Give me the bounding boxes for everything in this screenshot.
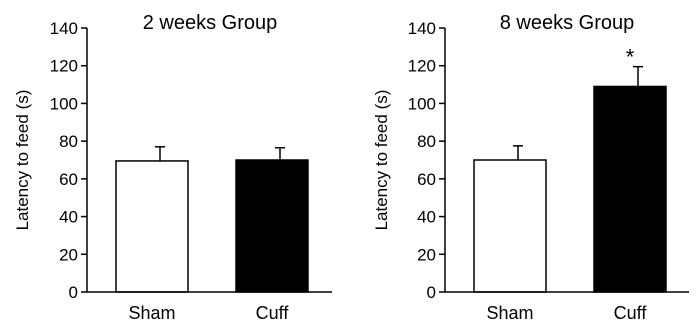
bars-group: * xyxy=(473,45,667,293)
y-tick-label: 80 xyxy=(59,132,78,151)
y-tick-label: 20 xyxy=(417,245,436,264)
bars-group xyxy=(115,146,309,293)
x-category-label: Sham xyxy=(128,303,175,323)
x-category-label: Sham xyxy=(486,303,533,323)
bar-sham xyxy=(115,160,189,293)
y-tick-label: 100 xyxy=(50,94,78,113)
bar-cuff xyxy=(593,85,667,293)
bar-cuff xyxy=(235,159,309,293)
y-tick-label: 100 xyxy=(408,94,436,113)
y-tick-label: 140 xyxy=(408,19,436,38)
y-tick-label: 60 xyxy=(417,170,436,189)
y-axis-ticks: 0 20 40 60 80 100 120 140 xyxy=(50,19,87,302)
y-tick-label: 0 xyxy=(427,283,436,302)
y-axis-ticks: 0 20 40 60 80 100 120 140 xyxy=(408,19,445,302)
y-tick-label: 80 xyxy=(417,132,436,151)
y-tick-label: 140 xyxy=(50,19,78,38)
y-tick-label: 120 xyxy=(50,57,78,76)
chart-title: 2 weeks Group xyxy=(143,12,278,34)
x-axis-categories: Sham Cuff xyxy=(486,303,647,323)
significance-marker: * xyxy=(626,45,635,70)
y-tick-label: 60 xyxy=(59,170,78,189)
y-tick-label: 40 xyxy=(417,208,436,227)
y-tick-label: 120 xyxy=(408,57,436,76)
x-category-label: Cuff xyxy=(614,303,648,323)
y-tick-label: 40 xyxy=(59,208,78,227)
chart-panel-8-weeks: 8 weeks Group Latency to feed (s) 0 20 40 6… xyxy=(372,12,689,323)
x-category-label: Cuff xyxy=(256,303,290,323)
y-tick-label: 0 xyxy=(69,283,78,302)
y-axis-label: Latency to feed (s) xyxy=(13,90,32,231)
chart-panel-2-weeks: 2 weeks Group Latency to feed (s) 0 20 40 6… xyxy=(13,12,332,323)
x-axis-categories: Sham Cuff xyxy=(128,303,289,323)
y-tick-label: 20 xyxy=(59,245,78,264)
chart-title: 8 weeks Group xyxy=(500,12,635,34)
bar-sham xyxy=(473,159,547,293)
y-axis-label: Latency to feed (s) xyxy=(372,90,391,231)
